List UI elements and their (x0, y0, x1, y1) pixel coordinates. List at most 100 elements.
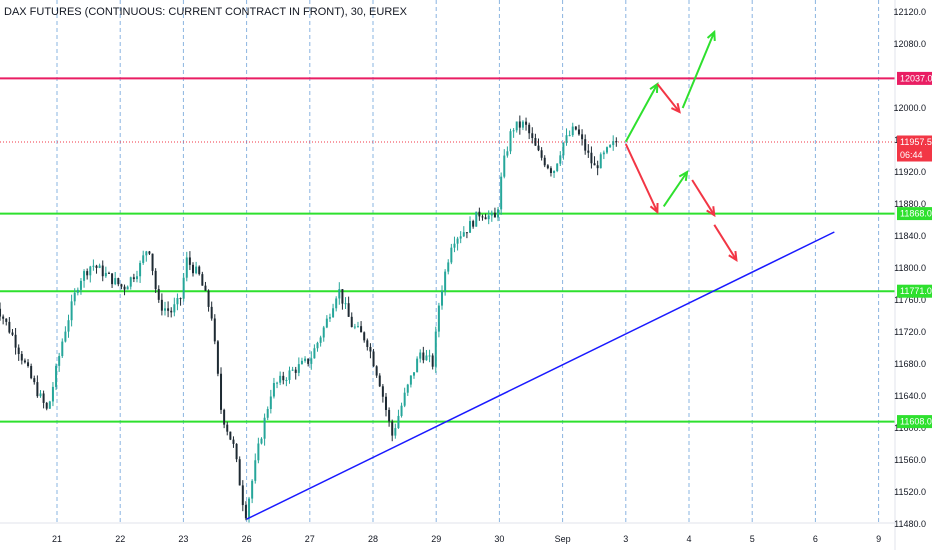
candle (279, 371, 282, 386)
candle (291, 366, 294, 372)
price-axis[interactable]: 12120.012080.012000.011960.011920.011880… (893, 7, 926, 529)
candle (531, 127, 534, 144)
candle-body (188, 257, 191, 265)
candle (23, 358, 26, 364)
candle-body (207, 290, 210, 307)
candle-body (543, 157, 546, 166)
candle-body (602, 152, 605, 155)
candle-body (86, 271, 89, 276)
candle (350, 312, 353, 328)
candle (2, 314, 5, 325)
candle-body (444, 271, 447, 292)
x-tick-label: 5 (750, 534, 755, 544)
candle (490, 210, 493, 222)
scenario-arrow (656, 83, 681, 114)
candle (98, 263, 101, 269)
time-axis[interactable]: 21 22 23 26 27 28 29 30 Sep 3 4 5 6 9 (52, 534, 881, 544)
candle-body (515, 121, 518, 131)
candle-body (104, 272, 107, 277)
candle-body (151, 253, 154, 271)
candle (70, 294, 73, 327)
candle (335, 296, 338, 312)
candle (472, 219, 475, 229)
level-tag-11608.0-bg (897, 415, 932, 429)
candle (272, 377, 275, 399)
candle (428, 349, 431, 363)
candle (244, 501, 247, 521)
candle (232, 436, 235, 448)
candle (425, 349, 428, 361)
candle-body (509, 131, 512, 152)
candle (406, 383, 409, 396)
candle (543, 155, 546, 168)
candle-body (176, 298, 179, 305)
arrow-shaft (662, 171, 688, 207)
candle-body (248, 498, 251, 519)
candle-body (92, 265, 95, 267)
candle-body (139, 262, 142, 277)
candle (413, 372, 416, 379)
candle-body (132, 277, 135, 280)
candle (89, 265, 92, 283)
candle-body (276, 382, 279, 384)
candle (20, 351, 23, 365)
candle (391, 419, 394, 442)
candle (213, 314, 216, 345)
candle (509, 128, 512, 155)
arrow-shaft (624, 143, 659, 213)
candle (497, 206, 500, 222)
candle (241, 480, 244, 512)
arrow-shaft (681, 31, 716, 109)
candle (512, 128, 515, 138)
candle-body (291, 369, 294, 371)
candle-body (129, 277, 132, 287)
candle-body (546, 165, 549, 169)
candle-body (347, 303, 350, 317)
candle-body (341, 289, 344, 304)
candle-body (201, 274, 204, 286)
candle-body (577, 129, 580, 135)
candle-body (39, 393, 42, 397)
scenario-arrow (691, 179, 716, 218)
candle (534, 133, 537, 146)
candle-body (325, 318, 328, 328)
candle-body (366, 340, 369, 347)
candle (14, 328, 17, 355)
candle (135, 270, 138, 283)
candle (328, 313, 331, 322)
candle-body (30, 366, 33, 379)
candle-body (456, 238, 459, 244)
candle-body (210, 306, 213, 319)
candle (269, 389, 272, 414)
candle-body (220, 373, 223, 410)
candle-body (484, 217, 487, 220)
arrow-head (728, 250, 738, 262)
candle-body (107, 272, 110, 274)
candle (344, 297, 347, 310)
candle-body (70, 301, 73, 321)
y-tick-label: 12080.0 (893, 39, 926, 49)
candle (42, 390, 45, 409)
level-tag-11771.0-bg (897, 284, 932, 298)
candle-body (478, 211, 481, 217)
candle-body (531, 133, 534, 139)
arrow-head (706, 206, 716, 218)
candle-body (154, 270, 157, 290)
candle-body (269, 396, 272, 409)
candle-body (475, 211, 478, 227)
candle-body (117, 278, 120, 285)
candle-body (556, 163, 559, 171)
candle (276, 381, 279, 389)
candle (394, 423, 397, 439)
candle (481, 214, 484, 221)
candle-body (605, 147, 608, 153)
candle-body (167, 308, 170, 311)
candle (388, 407, 391, 427)
candle-body (609, 145, 612, 148)
candle (67, 314, 70, 338)
candle (167, 301, 170, 318)
ascending-trend-line[interactable] (246, 231, 835, 520)
candle-body (553, 170, 556, 173)
x-tick-label: 26 (242, 534, 252, 544)
